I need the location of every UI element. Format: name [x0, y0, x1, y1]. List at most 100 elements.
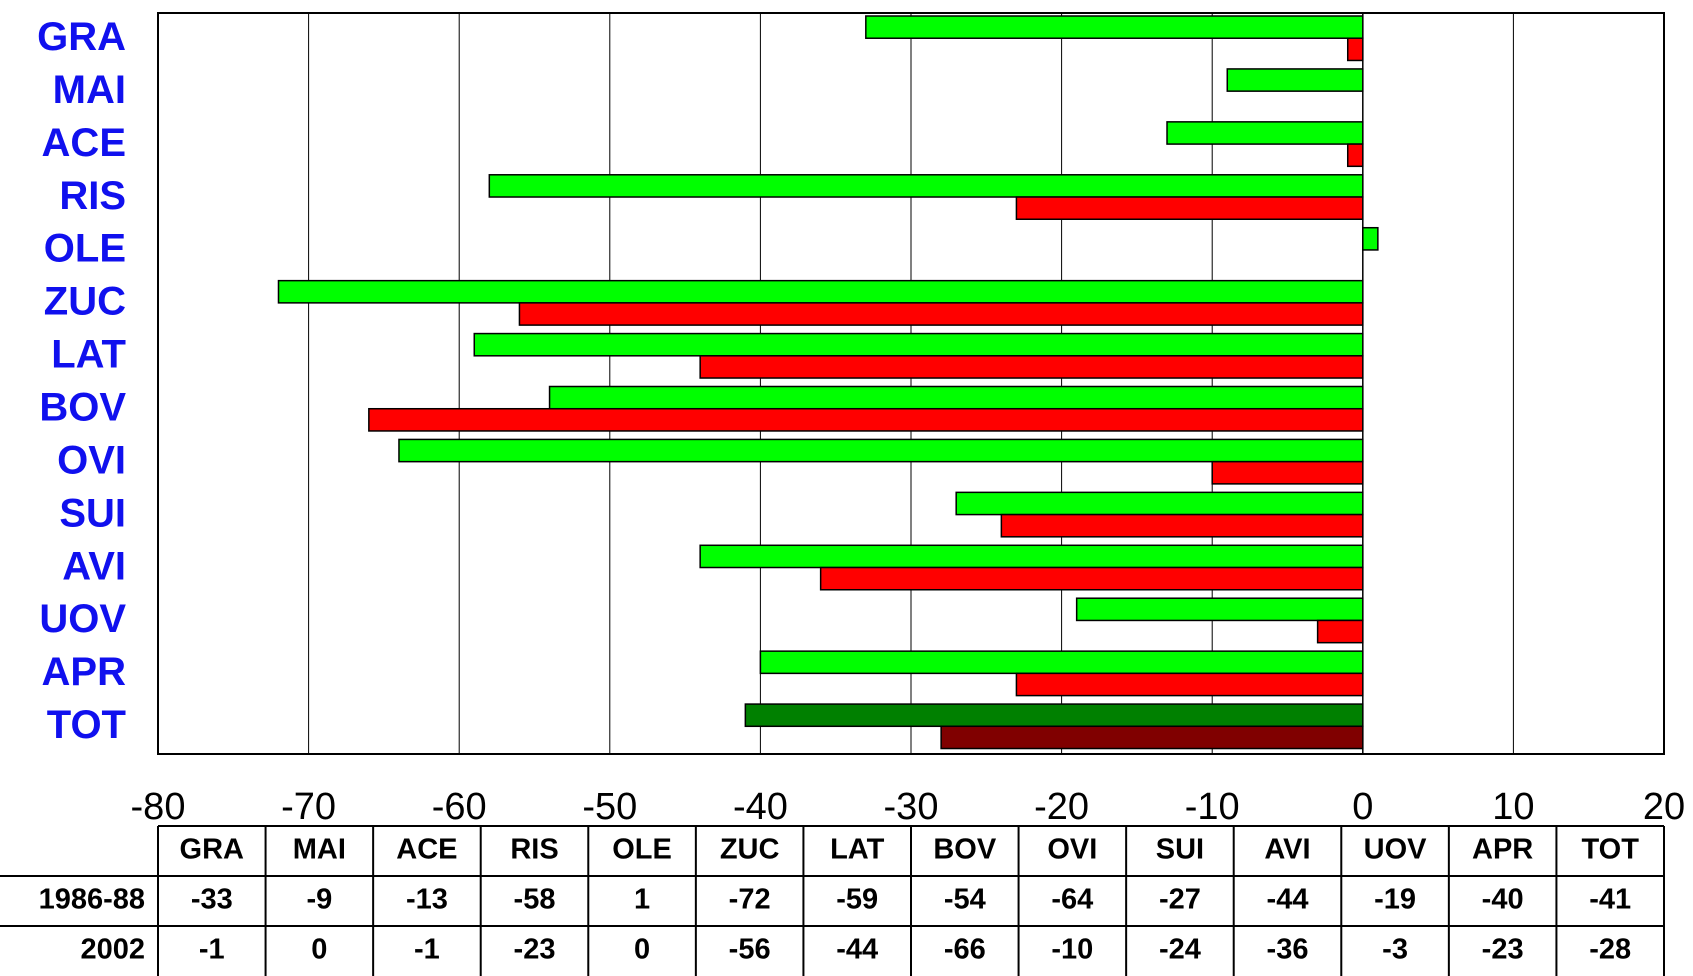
table-cell: -23	[1482, 934, 1524, 966]
table-cell: -23	[514, 934, 556, 966]
bar-gra-1986-88	[865, 15, 1364, 39]
x-tick-label-0: -80	[131, 786, 186, 828]
table-cell: -44	[836, 934, 878, 966]
x-tick-label-6: -20	[1034, 786, 1089, 828]
table-cell: -28	[1589, 934, 1631, 966]
bar-ace-2002	[1346, 143, 1364, 168]
bar-bov-1986-88	[548, 385, 1364, 410]
table-cell: -56	[729, 934, 771, 966]
bar-uov-1986-88	[1075, 597, 1364, 622]
category-label-bov: BOV	[39, 386, 126, 430]
table-cell: -58	[514, 884, 556, 916]
table-header-ole: OLE	[612, 834, 672, 866]
x-tick-label-4: -40	[733, 786, 788, 828]
bar-lat-1986-88	[473, 332, 1364, 357]
x-tick-label-1: -70	[281, 786, 336, 828]
category-labels: GRA MAI ACE RIS OLE ZUC LAT BOV OVI SUI AVI UOV APR T…	[37, 15, 126, 747]
table-cell: -59	[836, 884, 878, 916]
bar-ole-1986-88	[1362, 226, 1379, 251]
bar-avi-1986-88	[699, 544, 1364, 569]
bar-apr-2002	[1015, 672, 1364, 697]
table-header-mai: MAI	[293, 834, 346, 866]
category-label-ole: OLE	[44, 227, 126, 271]
table-cell: -1	[199, 934, 225, 966]
category-label-ace: ACE	[42, 121, 126, 165]
table-header-sui: SUI	[1156, 834, 1204, 866]
table-header-ris: RIS	[510, 834, 558, 866]
table-cell: -9	[306, 884, 332, 916]
table-header-tot: TOT	[1581, 834, 1639, 866]
table-cell: 1	[634, 884, 650, 916]
category-label-sui: SUI	[59, 491, 126, 535]
table-row-label: 1986-88	[39, 884, 145, 916]
table-header-bov: BOV	[933, 834, 997, 866]
category-label-zuc: ZUC	[44, 280, 126, 324]
x-tick-labels: -80 -70 -60 -50 -40 -30 -20 -10 0 10 20	[131, 786, 1686, 828]
bar-gra-2002	[1346, 37, 1364, 62]
category-label-avi: AVI	[62, 544, 126, 588]
table-cell: 0	[311, 934, 327, 966]
table-header-gra: GRA	[180, 834, 245, 866]
table-cell: -41	[1589, 884, 1631, 916]
bar-uov-2002	[1316, 619, 1364, 644]
table-header-ace: ACE	[396, 834, 457, 866]
bar-tot-1986-88	[744, 703, 1364, 728]
bars	[277, 15, 1379, 750]
bar-avi-2002	[819, 566, 1364, 591]
table-cell: -24	[1159, 934, 1201, 966]
table-cell: -44	[1267, 884, 1309, 916]
category-label-gra: GRA	[37, 15, 126, 59]
x-tick-label-8: 0	[1352, 786, 1373, 828]
x-tick-label-9: 10	[1492, 786, 1534, 828]
table-cell: -64	[1051, 884, 1093, 916]
table-cell: 0	[634, 934, 650, 966]
x-tick-label-7: -10	[1185, 786, 1240, 828]
bar-ovi-2002	[1211, 460, 1364, 485]
table-cell: -27	[1159, 884, 1201, 916]
table-row-label: 2002	[80, 934, 145, 966]
bar-lat-2002	[699, 355, 1364, 379]
bar-zuc-1986-88	[277, 279, 1364, 304]
bar-sui-1986-88	[955, 491, 1364, 516]
table-cell: -19	[1374, 884, 1416, 916]
bar-zuc-2002	[518, 302, 1364, 326]
bar-ovi-1986-88	[398, 438, 1364, 463]
bar-mai-1986-88	[1226, 68, 1364, 92]
x-tick-label-5: -30	[884, 786, 939, 828]
table-cell: -66	[944, 934, 986, 966]
bar-ace-1986-88	[1166, 121, 1364, 145]
category-label-ovi: OVI	[57, 438, 126, 482]
table-cell: -33	[191, 884, 233, 916]
bar-apr-1986-88	[759, 650, 1364, 675]
table-cell: -3	[1382, 934, 1408, 966]
table-header-zuc: ZUC	[720, 834, 780, 866]
category-label-uov: UOV	[39, 597, 126, 641]
x-tick-label-3: -50	[582, 786, 637, 828]
table-header-avi: AVI	[1264, 834, 1310, 866]
data-table: GRA MAI ACE RIS OLE ZUC LAT BOV OVI SUI AVI UOV APR T…	[0, 825, 1665, 976]
table-header-lat: LAT	[830, 834, 885, 866]
bar-bov-2002	[368, 407, 1364, 432]
x-tick-label-2: -60	[432, 786, 487, 828]
bar-tot-2002	[940, 725, 1364, 750]
bar-ris-1986-88	[488, 174, 1364, 198]
table-header-apr: APR	[1472, 834, 1533, 866]
category-label-tot: TOT	[47, 703, 126, 747]
x-tick-label-10: 20	[1643, 786, 1685, 828]
bar-ris-2002	[1015, 196, 1364, 220]
category-label-ris: RIS	[59, 174, 126, 218]
table-cell: -54	[944, 884, 986, 916]
table-cell: -40	[1482, 884, 1524, 916]
table-cell: -72	[729, 884, 771, 916]
table-cell: -36	[1267, 934, 1309, 966]
table-cell: -10	[1051, 934, 1093, 966]
table-cell: -1	[414, 934, 440, 966]
plot-frame	[157, 12, 1665, 755]
category-label-lat: LAT	[51, 333, 126, 377]
category-label-mai: MAI	[53, 68, 126, 112]
category-label-apr: APR	[42, 650, 127, 694]
table-header-ovi: OVI	[1047, 834, 1097, 866]
table-cell: -13	[406, 884, 448, 916]
table-header-uov: UOV	[1364, 834, 1428, 866]
